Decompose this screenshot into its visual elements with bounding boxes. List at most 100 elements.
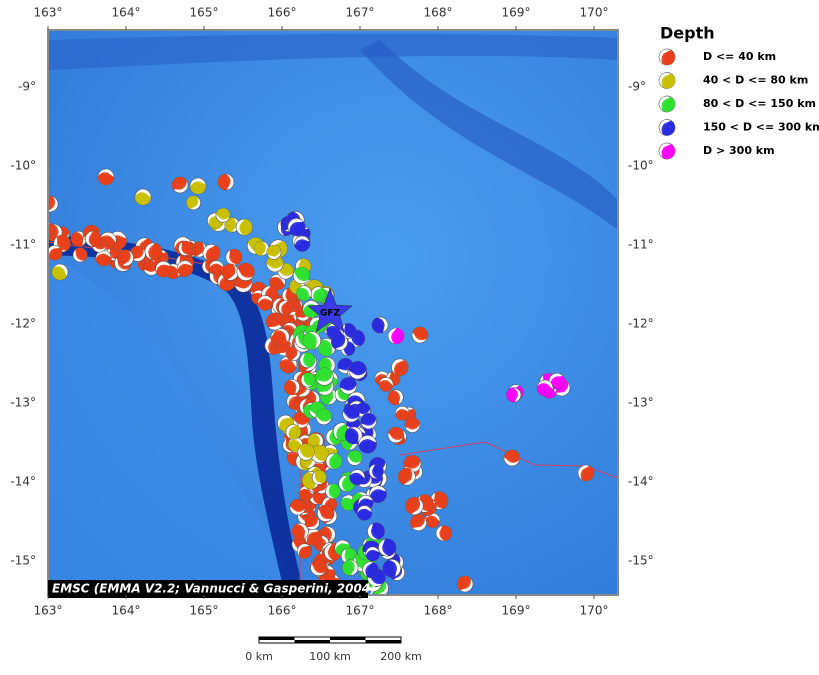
ball-quadrant: [321, 339, 332, 355]
focal-mechanism: [171, 176, 189, 194]
focal-mechanism: [382, 559, 402, 578]
focal-mechanism: [292, 266, 311, 285]
ball-quadrant: [296, 288, 310, 301]
scale-bar: 0 km 100 km 200 km: [245, 636, 422, 663]
ball-quadrant: [361, 418, 377, 426]
ball-quadrant: [318, 508, 333, 520]
scale-segment: [330, 637, 366, 640]
focal-mechanism: [371, 316, 389, 334]
lon-label-bottom: 166°: [268, 604, 297, 618]
ball-quadrant: [314, 470, 327, 483]
ball-quadrant: [329, 453, 335, 470]
ball-quadrant: [313, 287, 323, 301]
focal-mechanism: [281, 310, 297, 326]
ball-quadrant: [325, 526, 332, 543]
focal-mechanism: [221, 263, 239, 281]
focal-mechanism: [387, 327, 405, 345]
ball-quadrant: [344, 324, 352, 338]
ball-quadrant: [348, 369, 367, 376]
ball-quadrant: [296, 524, 306, 539]
focal-mechanism: [178, 240, 194, 256]
ball-quadrant: [318, 505, 335, 518]
focal-mechanism: [48, 195, 59, 213]
focal-mechanism: [506, 387, 522, 403]
ball-quadrant: [313, 445, 329, 461]
ball-quadrant: [294, 239, 310, 246]
ball-quadrant: [288, 424, 296, 440]
focal-mechanism: [304, 515, 320, 530]
lon-label-bottom: 169°: [502, 604, 531, 618]
focal-mechanism: [299, 352, 316, 368]
legend-label: D > 300 km: [703, 144, 775, 157]
ball-quadrant: [298, 545, 310, 557]
plate-boundary: [399, 441, 618, 479]
ball-quadrant: [281, 300, 288, 315]
credit-box: [48, 580, 368, 598]
ball-quadrant: [661, 97, 671, 111]
focal-mechanism: [577, 464, 595, 482]
ball-quadrant: [306, 531, 320, 544]
focal-mechanism: [189, 177, 207, 195]
focal-mechanism: [225, 248, 243, 266]
ball-quadrant: [331, 333, 345, 349]
ball-quadrant: [336, 423, 346, 440]
ball-quadrant: [388, 432, 404, 440]
focal-mechanism: [253, 240, 270, 257]
focal-mechanism: [405, 496, 424, 516]
focal-mechanism: [325, 452, 343, 470]
focal-mechanism: [369, 485, 387, 503]
ball-quadrant: [382, 538, 390, 556]
ball-quadrant: [122, 250, 131, 266]
focal-mechanism: [53, 234, 71, 253]
focal-mechanism: [346, 450, 363, 466]
ball-quadrant: [177, 263, 193, 271]
focal-mechanism: [658, 48, 676, 66]
ball-quadrant: [260, 241, 266, 256]
ball-quadrant: [299, 488, 313, 495]
ball-quadrant: [227, 264, 236, 280]
ball-quadrant: [343, 411, 359, 419]
ball-quadrant: [292, 524, 305, 540]
ball-quadrant: [275, 330, 287, 343]
ball-quadrant: [376, 581, 387, 595]
focal-mechanism: [304, 528, 322, 546]
ball-quadrant: [99, 235, 117, 243]
ball-quadrant: [292, 418, 309, 425]
ball-quadrant: [324, 357, 332, 373]
ball-quadrant: [349, 472, 365, 479]
ball-quadrant: [337, 388, 348, 401]
focal-mechanism: [356, 505, 373, 521]
ball-quadrant: [343, 341, 349, 356]
scale-segment: [259, 637, 295, 640]
ball-quadrant: [190, 181, 206, 188]
ball-quadrant: [365, 549, 380, 556]
focal-mechanism: [202, 244, 221, 262]
focal-mechanism: [367, 522, 385, 541]
ball-quadrant: [411, 497, 421, 515]
focal-mechanism: [144, 242, 163, 261]
ball-quadrant: [314, 287, 326, 302]
ball-quadrant: [439, 525, 446, 541]
focal-mechanism: [269, 274, 286, 291]
ball-quadrant: [388, 559, 397, 577]
ball-quadrant: [288, 439, 303, 447]
lat-label-right: -13°: [628, 396, 654, 410]
ball-quadrant: [270, 277, 285, 286]
ball-quadrant: [299, 545, 312, 559]
ball-quadrant: [308, 332, 317, 349]
ball-quadrant: [289, 506, 306, 512]
ball-quadrant: [661, 120, 671, 135]
ball-quadrant: [209, 263, 224, 269]
scale-label: 0 km: [245, 650, 273, 663]
ball-quadrant: [335, 543, 350, 552]
focal-mechanism: [348, 360, 367, 380]
ball-quadrant: [328, 543, 335, 561]
focal-mechanism: [349, 469, 366, 486]
lat-label-left: -12°: [10, 317, 36, 331]
ball-quadrant: [358, 439, 377, 446]
lat-label-right: -15°: [628, 554, 654, 568]
focal-mechanism: [435, 525, 452, 542]
ball-quadrant: [48, 196, 55, 212]
lon-label-bottom: 163°: [34, 604, 63, 618]
focal-mechanism: [362, 561, 379, 578]
